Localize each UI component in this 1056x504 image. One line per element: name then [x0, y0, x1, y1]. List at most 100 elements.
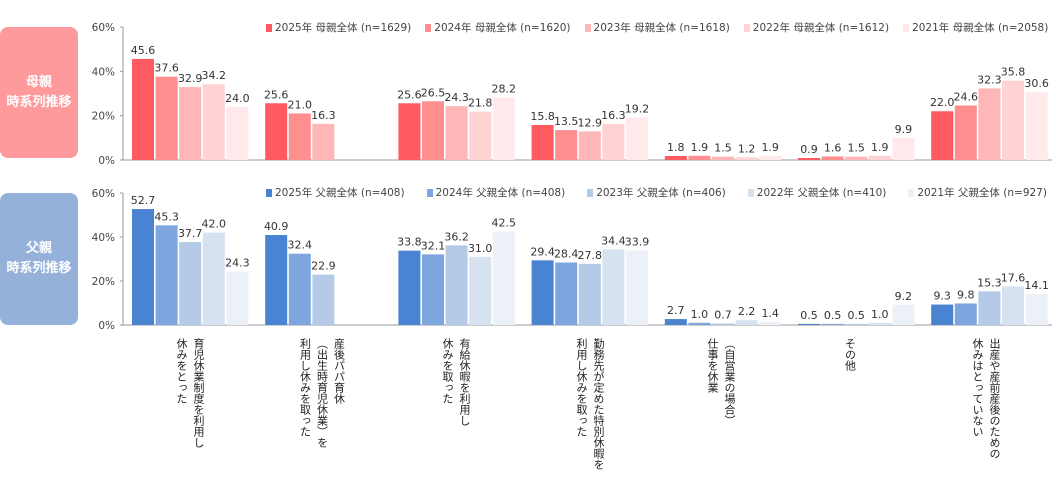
data-label: 1.6	[824, 141, 842, 154]
data-label: 1.0	[691, 308, 709, 321]
legend-label: 2024年 母親全体 (n=1620)	[434, 22, 571, 34]
bar	[155, 76, 178, 160]
bar	[288, 113, 311, 160]
data-label: 32.1	[421, 239, 446, 252]
category-label: 勤務先が定めた特別休暇を 利用し休みを取った	[575, 338, 605, 470]
bar	[202, 232, 225, 325]
legend-item: 2024年 母親全体 (n=1620)	[425, 20, 571, 35]
bar	[469, 111, 492, 160]
data-label: 15.8	[530, 110, 555, 123]
data-label: 42.5	[492, 217, 517, 230]
bar	[398, 103, 421, 160]
bar	[288, 253, 311, 325]
bar	[798, 323, 820, 325]
bar	[821, 323, 844, 325]
data-label: 24.6	[954, 90, 979, 103]
data-label: 34.4	[601, 234, 626, 247]
legend-swatch	[908, 188, 915, 197]
legend-swatch	[425, 23, 432, 32]
bar	[868, 322, 891, 325]
legend-swatch	[266, 23, 272, 32]
data-label: 13.5	[554, 115, 579, 128]
data-label: 1.9	[691, 141, 709, 154]
bar	[931, 111, 954, 160]
bar	[931, 304, 954, 325]
bar	[445, 245, 468, 325]
y-tick-label: 60%	[92, 188, 115, 200]
data-label: 0.5	[847, 309, 865, 322]
bar	[892, 304, 915, 325]
legend-item: 2023年 父親全体 (n=406)	[587, 185, 726, 200]
legend-label: 2021年 父親全体 (n=927)	[917, 187, 1047, 199]
bar	[226, 271, 249, 325]
bar	[312, 123, 335, 160]
bar	[265, 103, 288, 160]
bar	[626, 117, 648, 160]
bar	[845, 323, 868, 325]
legend-swatch	[426, 188, 433, 197]
y-tick-label: 40%	[92, 232, 115, 244]
y-tick-label: 20%	[92, 276, 115, 288]
legend-item: 2021年 父親全体 (n=927)	[908, 185, 1047, 200]
bar	[531, 260, 554, 325]
bar	[202, 84, 225, 160]
bar	[602, 249, 625, 325]
data-label: 9.3	[933, 290, 951, 303]
bar	[312, 274, 335, 325]
bar	[712, 323, 734, 325]
legend-swatch	[584, 23, 591, 32]
data-label: 30.6	[1024, 77, 1049, 90]
father-legend: 2025年 父親全体 (n=408) 2024年 父親全体 (n=408) 20…	[266, 185, 1047, 200]
data-label: 1.5	[714, 142, 732, 155]
data-label: 34.2	[202, 69, 227, 82]
bar	[1002, 286, 1024, 325]
legend-item: 2024年 父親全体 (n=408)	[426, 185, 565, 200]
data-label: 32.4	[288, 239, 313, 252]
data-label: 32.3	[977, 73, 1002, 86]
bar	[265, 235, 288, 325]
legend-item: 2022年 母親全体 (n=1612)	[743, 20, 889, 35]
bar	[688, 155, 711, 160]
data-label: 0.7	[714, 308, 732, 321]
data-label: 1.4	[761, 307, 779, 320]
legend-swatch	[266, 188, 272, 197]
data-label: 29.4	[530, 245, 555, 258]
bar	[492, 97, 515, 160]
y-tick-label: 0%	[98, 155, 115, 167]
bar	[602, 123, 625, 160]
legend-swatch	[743, 23, 750, 32]
bar	[531, 124, 554, 160]
data-label: 0.9	[800, 143, 818, 156]
bar	[179, 242, 202, 325]
bar	[712, 156, 734, 160]
bar	[555, 130, 578, 160]
father-panel-label: 父親 時系列推移	[0, 193, 78, 325]
bar	[132, 58, 154, 160]
bar	[578, 131, 601, 160]
data-label: 16.3	[601, 109, 626, 122]
data-label: 1.9	[761, 141, 779, 154]
y-tick-label: 60%	[92, 22, 115, 34]
category-label: その他	[843, 338, 857, 371]
data-label: 26.5	[421, 86, 446, 99]
data-label: 1.9	[871, 141, 889, 154]
legend-label: 2023年 父親全体 (n=406)	[596, 187, 726, 199]
bar	[179, 87, 202, 160]
data-label: 42.0	[202, 218, 227, 231]
data-label: 36.2	[444, 230, 469, 243]
legend-label: 2025年 母親全体 (n=1629)	[275, 22, 412, 34]
y-tick-label: 20%	[92, 111, 115, 123]
legend-label: 2023年 母親全体 (n=1618)	[593, 22, 730, 34]
data-label: 25.6	[264, 88, 289, 101]
bar	[132, 209, 154, 325]
category-label: 産後パパ育休 （出生時育児休業）を 利用し休みを取った	[298, 338, 346, 448]
bar	[626, 250, 648, 325]
data-label: 37.6	[154, 62, 179, 75]
data-label: 15.3	[977, 276, 1002, 289]
legend-item: 2022年 父親全体 (n=410)	[747, 185, 886, 200]
legend-swatch	[903, 23, 910, 32]
data-label: 22.0	[930, 96, 955, 109]
bar	[735, 320, 758, 325]
data-label: 31.0	[468, 242, 493, 255]
category-label: 育児休業制度を利用し 休みをとった	[175, 338, 205, 448]
